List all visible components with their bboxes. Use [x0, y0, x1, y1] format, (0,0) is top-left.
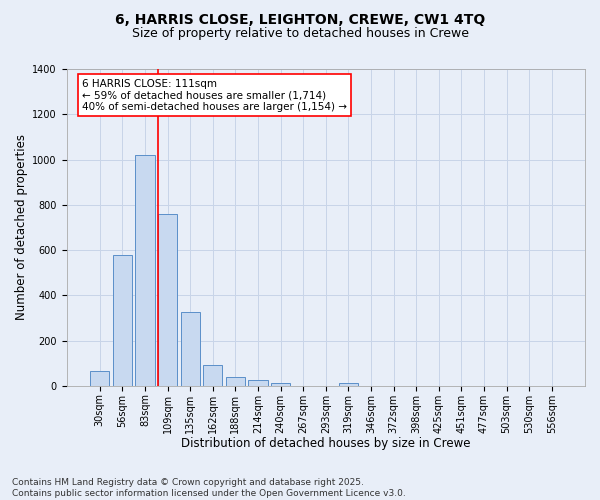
X-axis label: Distribution of detached houses by size in Crewe: Distribution of detached houses by size … [181, 437, 470, 450]
Text: 6 HARRIS CLOSE: 111sqm
← 59% of detached houses are smaller (1,714)
40% of semi-: 6 HARRIS CLOSE: 111sqm ← 59% of detached… [82, 78, 347, 112]
Bar [248, 380, 268, 386]
Bar [339, 383, 358, 386]
Bar [158, 214, 177, 386]
Bar [226, 377, 245, 386]
Y-axis label: Number of detached properties: Number of detached properties [15, 134, 28, 320]
Bar [90, 371, 109, 386]
Text: 6, HARRIS CLOSE, LEIGHTON, CREWE, CW1 4TQ: 6, HARRIS CLOSE, LEIGHTON, CREWE, CW1 4T… [115, 12, 485, 26]
Text: Contains HM Land Registry data © Crown copyright and database right 2025.
Contai: Contains HM Land Registry data © Crown c… [12, 478, 406, 498]
Bar [135, 155, 155, 386]
Bar [271, 383, 290, 386]
Bar [181, 312, 200, 386]
Bar [203, 365, 223, 386]
Bar [113, 255, 132, 386]
Text: Size of property relative to detached houses in Crewe: Size of property relative to detached ho… [131, 28, 469, 40]
